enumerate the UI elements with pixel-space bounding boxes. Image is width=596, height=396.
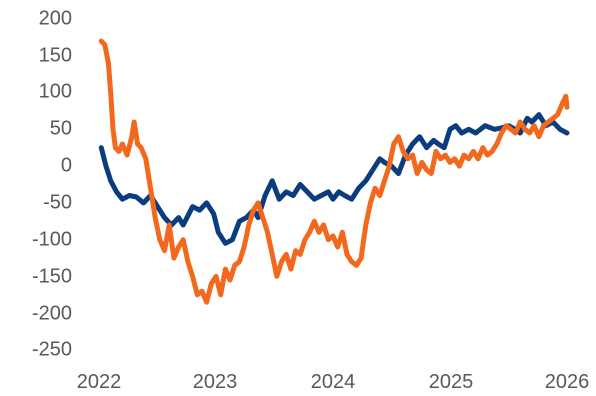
- x-tick-label: 2025: [429, 371, 474, 393]
- y-tick-label: 50: [50, 117, 72, 139]
- y-tick-label: -200: [32, 302, 72, 324]
- y-axis-ticks: 200 150 100 50 0 -50 -100 -150 -200 -250: [32, 7, 72, 360]
- x-tick-label: 2022: [77, 371, 122, 393]
- y-tick-label: 200: [39, 7, 72, 29]
- y-tick-label: -150: [32, 265, 72, 287]
- series-line-1: [98, 112, 570, 246]
- y-tick-label: -100: [32, 228, 72, 250]
- y-tick-label: -250: [32, 338, 72, 360]
- x-tick-label: 2024: [311, 371, 356, 393]
- series-layer: [98, 38, 570, 305]
- y-tick-label: -50: [43, 191, 72, 213]
- y-tick-label: 150: [39, 44, 72, 66]
- x-tick-label: 2026: [545, 371, 590, 393]
- y-tick-label: 100: [39, 80, 72, 102]
- series-line-2: [98, 38, 570, 305]
- y-tick-label: 0: [61, 154, 72, 176]
- x-tick-label: 2023: [193, 371, 238, 393]
- x-axis-ticks: 2022 2023 2024 2025 2026: [77, 371, 590, 393]
